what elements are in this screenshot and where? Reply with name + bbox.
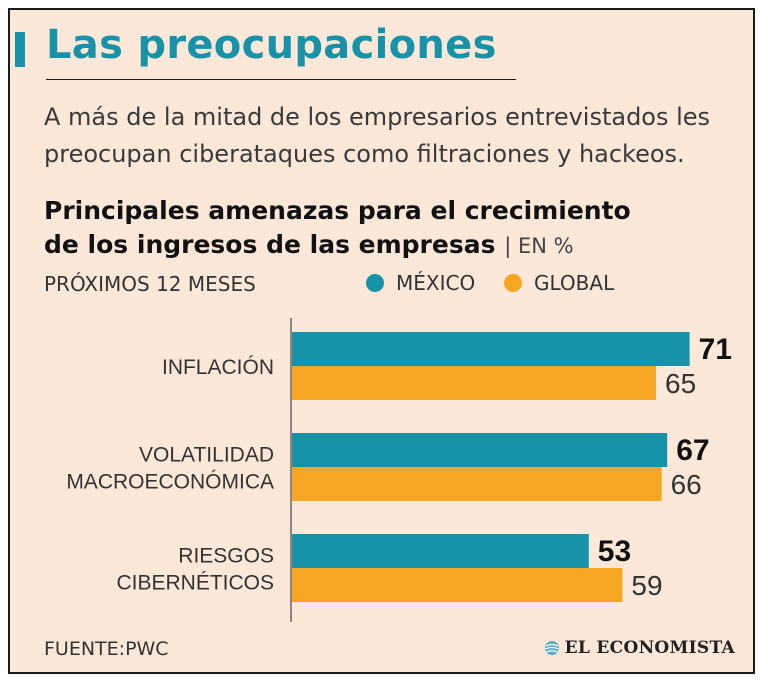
chart-heading-line-2-text: de los ingresos de las empresas [44,230,496,259]
category-label-2-line-1: VOLATILIDAD [139,444,274,467]
bar-mexico-1 [292,332,690,366]
bar-mexico-2 [292,433,668,467]
bar-global-2 [292,467,662,501]
title-accent-bar [15,32,25,67]
category-label-1-line-1: INFLACIÓN [162,356,274,379]
category-label-3-line-2: CIBERNÉTICOS [116,572,274,595]
period-label: PRÓXIMOS 12 MESES [44,272,256,296]
legend-item-mexico: MÉXICO [366,271,475,295]
data-label-global-1: 65 [665,368,696,399]
data-label-global-2: 66 [671,469,702,500]
legend-label-global: GLOBAL [534,271,615,295]
brand-name: EL ECONOMISTA [564,638,735,658]
bar-mexico-3 [292,534,589,568]
source-note: FUENTE:PWC [44,638,169,660]
legend-label-mexico: MÉXICO [396,271,476,295]
data-label-mexico-3: 53 [598,535,631,568]
page-title: Las preocupaciones [46,22,497,68]
subtitle-line-2: preocupan ciberataques como filtraciones… [44,140,685,168]
category-label-3-line-1: RIESGOS [178,545,274,568]
brand-globe-icon [544,641,559,655]
data-label-mexico-2: 67 [676,434,709,467]
infographic-frame: Las preocupaciones A más de la mitad de … [8,8,755,674]
title-rule [46,79,516,80]
data-label-global-3: 59 [631,570,662,601]
chart-heading-line-2: de los ingresos de las empresas | EN % [44,230,574,259]
bar-global-3 [292,568,623,602]
bar-global-1 [292,366,656,400]
chart-unit-label: | EN % [504,234,574,258]
legend-swatch-global [504,274,522,292]
chart-heading-line-1: Principales amenazas para el crecimiento [44,196,631,225]
brand-logo: EL ECONOMISTA [544,638,735,658]
data-label-mexico-1: 71 [699,333,732,366]
subtitle-line-1: A más de la mitad de los empresarios ent… [44,103,711,131]
legend-item-global: GLOBAL [504,271,614,295]
legend-swatch-mexico [366,274,384,292]
category-label-2-line-2: MACROECONÓMICA [66,471,274,494]
